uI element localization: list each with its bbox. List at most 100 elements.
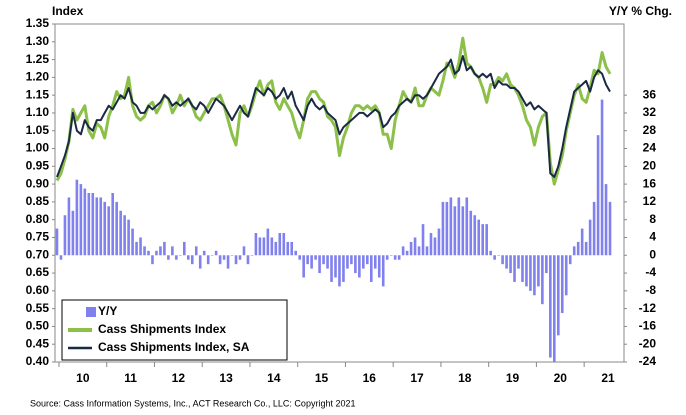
x-tick-label: 17 (410, 371, 424, 385)
bar (302, 255, 305, 278)
bar (497, 255, 500, 256)
bar (564, 255, 568, 296)
bar (318, 255, 321, 274)
bar (99, 197, 103, 256)
x-tick-label: 10 (76, 371, 90, 385)
y2-tick-label: -20 (639, 336, 657, 350)
bar (298, 255, 301, 260)
bar (155, 250, 158, 256)
bar (87, 193, 91, 256)
bar (580, 228, 584, 256)
bar (123, 215, 126, 256)
bar (517, 255, 520, 269)
bar (246, 255, 250, 265)
y-tick-label: 1.35 (26, 16, 50, 30)
y2-tick-label: 4 (649, 230, 656, 244)
x-tick-label: 20 (554, 371, 568, 385)
bar (218, 255, 222, 265)
bar (513, 255, 516, 282)
bar (254, 233, 258, 256)
y-tick-label: 0.75 (26, 230, 50, 244)
bar (242, 246, 246, 256)
bar (290, 241, 294, 256)
bar (572, 246, 576, 256)
x-tick-label: 11 (124, 371, 137, 385)
bar (369, 255, 373, 282)
bar (421, 224, 425, 256)
bar (453, 206, 457, 256)
bar (71, 210, 75, 256)
bar (366, 255, 369, 265)
bar (143, 246, 146, 256)
bar (433, 237, 437, 256)
bar (183, 241, 186, 256)
y2-tick-label: 36 (643, 87, 657, 101)
bar (330, 255, 333, 282)
bar (521, 255, 524, 282)
y-tick-label: 0.50 (26, 319, 50, 333)
bar (425, 246, 429, 256)
bar (342, 255, 345, 282)
bar (429, 233, 433, 256)
bar (107, 206, 111, 256)
bar (608, 201, 612, 256)
bar (135, 241, 138, 256)
bar (505, 255, 508, 269)
y2-tick-label: 0 (649, 247, 656, 261)
bar (568, 255, 572, 265)
y2-tick-label: 8 (649, 212, 656, 226)
x-tick-label: 19 (506, 371, 520, 385)
bar (437, 228, 441, 256)
bar (537, 255, 540, 287)
y-tick-label: 1.10 (26, 105, 50, 119)
bar (286, 241, 290, 256)
bar (234, 255, 238, 265)
bar (373, 255, 377, 269)
bar (306, 255, 309, 265)
bar (103, 201, 107, 256)
bar (481, 224, 484, 256)
x-tick-label: 15 (315, 371, 329, 385)
legend-box (61, 299, 288, 361)
y-tick-label: 1.30 (26, 34, 50, 48)
bar (541, 255, 544, 305)
bar (151, 255, 154, 265)
bar (461, 206, 465, 256)
bar (238, 255, 242, 260)
x-tick-label: 14 (267, 371, 281, 385)
y2-tick-label: -8 (645, 283, 656, 297)
bar (139, 237, 142, 256)
bar (63, 215, 67, 256)
bar (393, 255, 397, 260)
bar (409, 241, 413, 256)
y2-axis-label: Y/Y % Chg. (609, 4, 672, 18)
bar (397, 255, 401, 260)
bar (385, 255, 389, 260)
bar (206, 255, 210, 265)
bar (147, 250, 150, 256)
legend-label: Y/Y (98, 304, 117, 318)
bar (334, 255, 337, 278)
y-tick-label: 0.45 (26, 336, 50, 350)
bar (262, 237, 266, 256)
bar (294, 250, 298, 256)
bar (167, 255, 170, 260)
bar (533, 255, 536, 296)
bar (600, 99, 604, 256)
bar (362, 255, 365, 269)
y2-tick-label: 20 (643, 158, 657, 172)
bar (115, 201, 118, 256)
bar (377, 255, 381, 278)
legend-label: Cass Shipments Index, SA (98, 340, 250, 354)
y2-tick-label: 28 (643, 123, 657, 137)
bar (381, 255, 385, 287)
bar (111, 193, 114, 256)
source: Source: Cass Information Systems, Inc., … (30, 398, 355, 408)
x-tick-label: 16 (363, 371, 377, 385)
bar (576, 241, 580, 256)
legend-label: Cass Shipments Index (98, 322, 226, 336)
bar (163, 241, 166, 256)
bar (171, 246, 174, 256)
bar (230, 255, 234, 256)
bar (310, 255, 313, 269)
